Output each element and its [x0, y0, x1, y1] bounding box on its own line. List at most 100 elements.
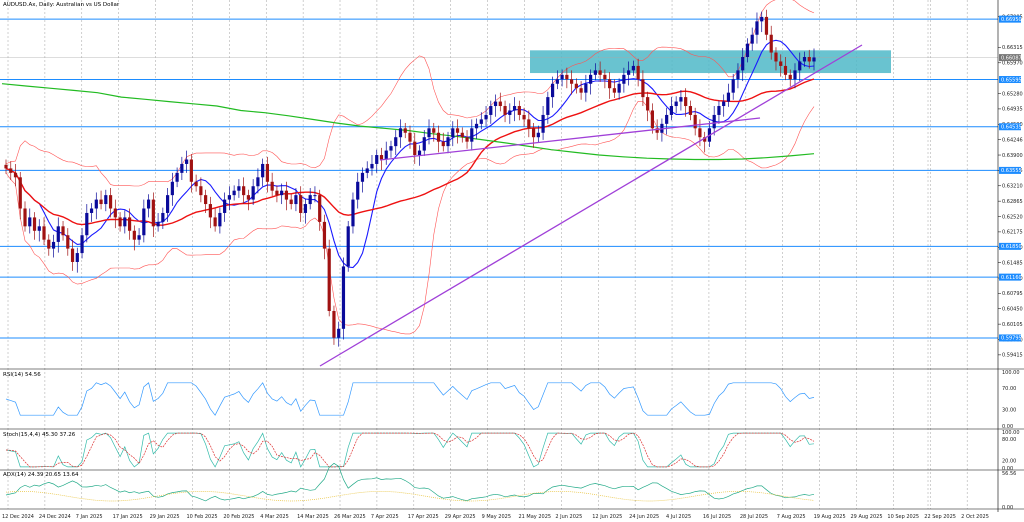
candle-body: [161, 212, 165, 222]
candle-body: [684, 97, 688, 107]
candle-body: [560, 74, 564, 80]
date-label: 21 May 2025: [518, 514, 551, 520]
candle-body: [37, 226, 41, 231]
rsi-line: [5, 382, 815, 416]
candle-body: [774, 52, 778, 62]
stoch-label: Stoch(15,4,4) 45.30 37.26: [3, 432, 76, 438]
candle-body: [783, 65, 788, 75]
price-tick-label: 0.63210: [1002, 184, 1023, 190]
candle-body: [294, 195, 298, 205]
candle-body: [617, 83, 621, 93]
candle-body: [717, 106, 721, 115]
price-tick-label: 0.62520: [1002, 214, 1023, 220]
candle-body: [698, 128, 702, 138]
candle-body: [85, 212, 89, 236]
candle-body: [703, 137, 707, 142]
candle-body: [798, 61, 802, 71]
candle-body: [251, 186, 255, 200]
time-axis: 12 Dec 2024 24 Dec 2024 7 Jan 2025 17 Jan 2…: [2, 514, 989, 520]
candle-body: [427, 128, 431, 138]
candle-body: [194, 181, 198, 187]
candle-body: [413, 141, 417, 156]
date-label: 10 Sep 2025: [887, 514, 919, 520]
price-tick-label: 0.64935: [1002, 107, 1023, 113]
candle-body: [627, 70, 631, 75]
candle-body: [66, 235, 70, 249]
candle-body: [246, 195, 250, 200]
bollinger-lower: [5, 101, 815, 335]
candle-body: [669, 106, 674, 115]
stoch-signal-line: [5, 432, 815, 468]
candle-body: [679, 97, 683, 102]
candle-body: [70, 248, 75, 262]
candle-body: [370, 163, 374, 169]
candle-body: [75, 253, 79, 262]
adx-label: ADX(14) 24.39 20.65 13.64: [3, 472, 79, 478]
candle-body: [313, 195, 317, 197]
candle-body: [598, 70, 602, 75]
level-tag-bg: [999, 15, 1021, 23]
level-tag-label: 0.63555: [1001, 168, 1022, 174]
candle-body: [688, 106, 693, 115]
candle-body: [584, 83, 588, 93]
candle-body: [80, 235, 84, 254]
candle-body: [731, 79, 735, 93]
candle-body: [223, 199, 227, 213]
level-tag-bg: [999, 123, 1021, 131]
candle-body: [631, 65, 635, 71]
candle-body: [365, 168, 369, 173]
indicator-panes: 100.0070.0030.000.00100.0080.0020.000.00…: [5, 370, 1020, 511]
candle-body: [9, 168, 13, 173]
candle-body: [99, 199, 103, 205]
trendlines: [319, 44, 863, 367]
candle-body: [546, 97, 550, 115]
candle-body: [356, 181, 360, 200]
candle-body: [555, 79, 559, 84]
pane-tick-label: 0.00: [1002, 505, 1013, 511]
date-label: 2 Oct 2025: [961, 514, 989, 520]
candle-body: [166, 195, 170, 213]
price-tick-label: 0.59415: [1002, 353, 1023, 359]
candle-body: [574, 83, 578, 89]
candle-body: [394, 137, 398, 147]
bollinger-upper: [5, 0, 815, 187]
candle-body: [655, 128, 659, 133]
candle-body: [299, 195, 303, 213]
date-label: 28 Jul 2025: [740, 514, 768, 520]
candle-body: [89, 208, 94, 213]
candle-body: [351, 199, 355, 227]
candle-body: [646, 97, 650, 111]
candle-body: [322, 221, 327, 249]
candle-body: [4, 164, 8, 169]
candle-body: [470, 128, 474, 142]
adx-plus-line: [5, 491, 815, 502]
rising-trendline: [319, 44, 863, 367]
chart-title: AUDUSD.Ax, Daily: Australian vs US Dolla…: [3, 2, 120, 8]
date-label: 29 Apr 2025: [445, 514, 476, 520]
level-tag-label: 0.59795: [1001, 336, 1022, 342]
date-label: 4 Jul 2025: [666, 514, 691, 520]
candle-body: [23, 208, 27, 227]
candle-body: [204, 195, 208, 205]
candle-body: [56, 226, 60, 242]
candle-body: [408, 132, 412, 142]
candle-body: [436, 132, 441, 142]
candle-body: [403, 128, 407, 133]
candle-body: [498, 101, 502, 107]
grid: [7, 0, 968, 509]
candle-body: [327, 248, 331, 311]
candle-body: [261, 163, 265, 178]
candle-body: [722, 101, 726, 107]
candle-body: [151, 199, 155, 227]
candle-body: [218, 212, 222, 227]
date-label: 14 Mar 2025: [297, 514, 329, 520]
date-label: 10 Feb 2025: [186, 514, 217, 520]
level-tag-bg: [999, 76, 1021, 84]
candle-body: [489, 106, 493, 115]
candle-body: [384, 150, 388, 160]
candle-body: [512, 106, 517, 111]
sma-slow-line: [1, 83, 815, 161]
candle-body: [284, 190, 289, 200]
candle-body: [807, 57, 811, 62]
candle-body: [237, 186, 241, 191]
